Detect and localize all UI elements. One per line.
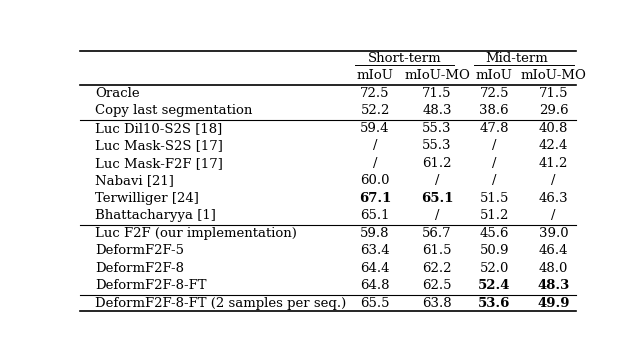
Text: Luc Dil10-S2S [18]: Luc Dil10-S2S [18] — [95, 122, 222, 135]
Text: mIoU-MO: mIoU-MO — [521, 70, 587, 82]
Text: 63.4: 63.4 — [360, 245, 390, 257]
Text: 62.2: 62.2 — [422, 262, 452, 275]
Text: 67.1: 67.1 — [359, 192, 391, 205]
Text: Bhattacharyya [1]: Bhattacharyya [1] — [95, 210, 216, 222]
Text: 47.8: 47.8 — [479, 122, 509, 135]
Text: 72.5: 72.5 — [479, 87, 509, 100]
Text: 39.0: 39.0 — [539, 227, 568, 240]
Text: 62.5: 62.5 — [422, 280, 452, 292]
Text: 72.5: 72.5 — [360, 87, 390, 100]
Text: 51.2: 51.2 — [479, 210, 509, 222]
Text: 59.8: 59.8 — [360, 227, 390, 240]
Text: 61.2: 61.2 — [422, 157, 452, 170]
Text: Luc Mask-S2S [17]: Luc Mask-S2S [17] — [95, 140, 223, 152]
Text: 71.5: 71.5 — [539, 87, 568, 100]
Text: 48.3: 48.3 — [422, 105, 452, 117]
Text: 55.3: 55.3 — [422, 140, 452, 152]
Text: 41.2: 41.2 — [539, 157, 568, 170]
Text: /: / — [492, 175, 497, 187]
Text: Luc F2F (our implementation): Luc F2F (our implementation) — [95, 227, 297, 240]
Text: 60.0: 60.0 — [360, 175, 390, 187]
Text: Copy last segmentation: Copy last segmentation — [95, 105, 252, 117]
Text: 46.3: 46.3 — [539, 192, 568, 205]
Text: 48.0: 48.0 — [539, 262, 568, 275]
Text: 64.4: 64.4 — [360, 262, 390, 275]
Text: 64.8: 64.8 — [360, 280, 390, 292]
Text: 71.5: 71.5 — [422, 87, 452, 100]
Text: 65.1: 65.1 — [421, 192, 453, 205]
Text: DeformF2F-8: DeformF2F-8 — [95, 262, 184, 275]
Text: /: / — [552, 175, 556, 187]
Text: DeformF2F-5: DeformF2F-5 — [95, 245, 184, 257]
Text: 63.8: 63.8 — [422, 297, 452, 310]
Text: /: / — [552, 210, 556, 222]
Text: /: / — [373, 140, 378, 152]
Text: 59.4: 59.4 — [360, 122, 390, 135]
Text: /: / — [435, 175, 440, 187]
Text: 38.6: 38.6 — [479, 105, 509, 117]
Text: 48.3: 48.3 — [538, 280, 570, 292]
Text: 61.5: 61.5 — [422, 245, 452, 257]
Text: Terwilliger [24]: Terwilliger [24] — [95, 192, 199, 205]
Text: Oracle: Oracle — [95, 87, 140, 100]
Text: Short-term: Short-term — [368, 52, 442, 65]
Text: /: / — [435, 210, 440, 222]
Text: 49.9: 49.9 — [538, 297, 570, 310]
Text: DeformF2F-8-FT: DeformF2F-8-FT — [95, 280, 206, 292]
Text: 29.6: 29.6 — [539, 105, 568, 117]
Text: 65.1: 65.1 — [360, 210, 390, 222]
Text: 45.6: 45.6 — [479, 227, 509, 240]
Text: 65.5: 65.5 — [360, 297, 390, 310]
Text: 50.9: 50.9 — [479, 245, 509, 257]
Text: 52.4: 52.4 — [478, 280, 511, 292]
Text: 42.4: 42.4 — [539, 140, 568, 152]
Text: 52.0: 52.0 — [479, 262, 509, 275]
Text: 52.2: 52.2 — [360, 105, 390, 117]
Text: 40.8: 40.8 — [539, 122, 568, 135]
Text: /: / — [492, 140, 497, 152]
Text: 53.6: 53.6 — [478, 297, 510, 310]
Text: DeformF2F-8-FT (2 samples per seq.): DeformF2F-8-FT (2 samples per seq.) — [95, 297, 346, 310]
Text: mIoU: mIoU — [476, 70, 513, 82]
Text: 55.3: 55.3 — [422, 122, 452, 135]
Text: Luc Mask-F2F [17]: Luc Mask-F2F [17] — [95, 157, 223, 170]
Text: mIoU: mIoU — [356, 70, 394, 82]
Text: 56.7: 56.7 — [422, 227, 452, 240]
Text: Mid-term: Mid-term — [485, 52, 548, 65]
Text: mIoU-MO: mIoU-MO — [404, 70, 470, 82]
Text: 46.4: 46.4 — [539, 245, 568, 257]
Text: 51.5: 51.5 — [479, 192, 509, 205]
Text: /: / — [373, 157, 378, 170]
Text: /: / — [492, 157, 497, 170]
Text: Nabavi [21]: Nabavi [21] — [95, 175, 173, 187]
